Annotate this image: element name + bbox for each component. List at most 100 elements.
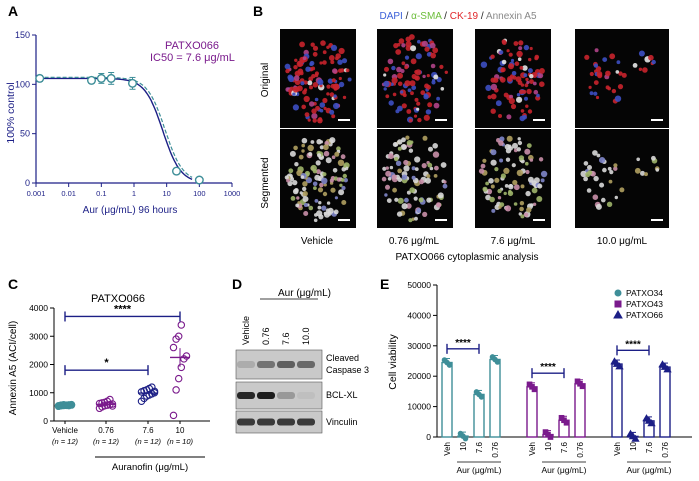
panel-c-title: PATXO066 [91,293,145,305]
panel-b-cell [423,114,430,121]
panel-c-data-point [174,332,183,340]
panel-c-y-tick-label: 2000 [29,360,48,370]
panel-b-cell [522,65,528,71]
panel-b-cell [414,156,421,163]
panel-e-x-tick-label: 10 [629,441,638,450]
panel-b-cell [394,197,399,202]
panel-b-cell [503,167,510,174]
panel-c-x-tick-label: Vehicle [52,426,78,435]
panel-b-cell [494,167,499,172]
panel-b-cell [508,97,515,105]
panel-b-cell [500,173,506,179]
panel-e-bar [611,363,623,438]
panel-b-cell [593,91,598,96]
panel-c-xlabel: Auranofin (μg/mL) [112,462,188,473]
panel-b-cell [490,54,495,59]
panel-b-cell [433,74,439,80]
panel-b-cell [513,184,520,191]
panel-b-row-label-segmented: Segmented [260,157,271,208]
panel-d-lane-label: 7.6 [281,332,291,345]
panel-c-y-tick-label: 1000 [29,388,48,398]
panel-b-cell [430,42,436,49]
panel-b-cell [347,77,352,82]
panel-b-cell [315,160,321,166]
panel-b-cell [513,202,518,206]
panel-b-cell [319,145,324,150]
panel-b-cell [334,151,340,157]
panel-b-cell [592,150,598,156]
panel-b-cell [526,207,532,213]
panel-b-cell [339,183,343,187]
panel-b-cell [537,183,543,189]
panel-b-cell [416,107,420,111]
panel-b-cell [400,144,407,150]
panel-d-band-label: Cleaved [326,353,359,363]
panel-e-letter: E [380,276,389,292]
panel-b-cell [284,175,289,180]
panel-a-data-point [106,73,116,83]
panel-b-cell [589,71,594,77]
panel-b-cell [312,169,318,174]
panel-b-cell [428,146,433,152]
panel-b-cell [494,204,501,210]
panel-a-x-tick-label: 1000 [224,189,241,198]
panel-e-x-tick-label: Veh [528,442,537,456]
panel-b-cell [420,90,426,96]
panel-b-cell [613,163,618,168]
panel-b-cell [417,117,422,123]
panel-e-data-point [531,386,538,393]
panel-b-cell [327,207,334,214]
panel-b-cell [292,180,298,186]
panel-b-cell [317,153,322,158]
panel-c-y-tick-label: 3000 [29,331,48,341]
panel-b-cell [314,71,319,76]
panel-b-cell [589,91,594,96]
panel-b-cell [490,93,497,100]
panel-a-x-tick-label: 0.1 [96,189,106,198]
panel-b-cell [432,47,439,54]
panel-b-cell [312,181,318,187]
panel-b-cell [303,203,308,207]
panel-d-band-label: BCL-XL [326,390,358,400]
panel-a-data-point [35,73,45,83]
panel-b-cell [397,197,404,204]
panel-b-cell [320,40,326,46]
panel-b-cell [330,83,336,89]
panel-b-cell [329,109,335,115]
panel-a-ylabel: 100% control [5,82,17,143]
panel-b-cell [478,168,485,174]
panel-b-cell [397,168,403,174]
panel-b-cell [536,196,543,202]
panel-b-cell [300,81,305,86]
panel-e-bar [489,358,501,438]
panel-e-x-tick-label: Veh [613,442,622,456]
panel-d-band [257,418,275,426]
panel-b-cell [401,61,406,66]
panel-b-cell [524,148,531,155]
panel-a-fit-curve-dashed [38,76,193,178]
panel-b-cell [588,85,592,89]
panel-b-cell [307,144,314,152]
panel-b-cell [411,175,416,180]
panel-b-cell [301,143,306,148]
panel-b-cell [416,208,422,213]
panel-b-cell [286,178,290,183]
panel-d-band [277,392,295,399]
panel-b-cell [327,78,334,84]
panel-b-channel-2: CK-19 [450,11,479,22]
panel-a-data-point [172,166,182,176]
panel-b-cell [485,181,489,186]
panel-b-cell [512,179,518,186]
panel-b-cell [609,53,616,60]
panel-b-cell [312,51,318,57]
panel-c-data-point [106,395,114,404]
panel-c-y-tick-label: 4000 [29,303,48,313]
panel-b-cell [526,143,532,149]
panel-e-data-point [494,359,501,365]
panel-b-cell [490,159,497,166]
panel-b-cell [504,184,509,188]
panel-b-cell [296,169,303,177]
panel-d-lane-label: 10.0 [301,327,311,345]
panel-b-cell [319,182,324,188]
